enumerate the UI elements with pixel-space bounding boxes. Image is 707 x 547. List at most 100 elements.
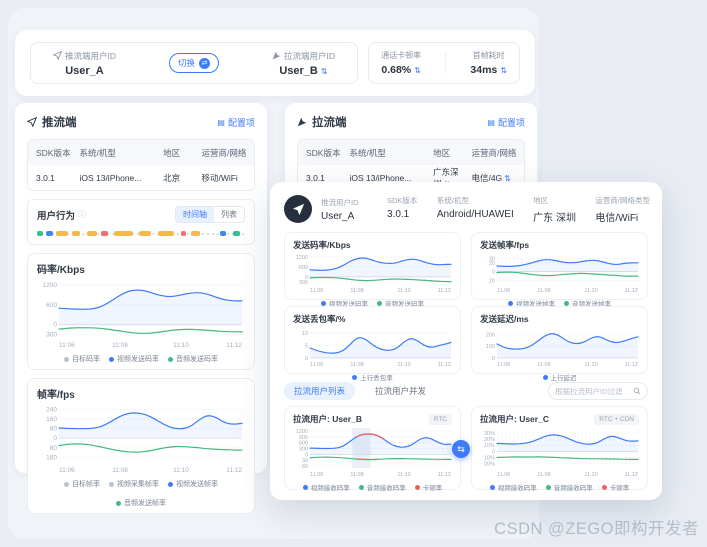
behavior-segment[interactable] xyxy=(72,231,80,236)
behavior-segment[interactable] xyxy=(157,231,175,236)
trend-icon[interactable]: ⇅ xyxy=(414,66,421,75)
push-user-id: User_A xyxy=(65,64,104,77)
send-framerate-card: 发送帧率/fps 30 20 0 20 11:06 11:08 11:10 11:12 视频发… xyxy=(471,232,648,308)
svg-text:11:06: 11:06 xyxy=(59,342,75,348)
legend-item[interactable]: 上行丢包率 xyxy=(352,372,393,382)
legend-item[interactable]: 上行延迟 xyxy=(542,372,577,382)
svg-text:11:10: 11:10 xyxy=(173,342,189,348)
svg-text:11:12: 11:12 xyxy=(226,467,242,473)
push-user-label: 推流端用户ID xyxy=(65,50,117,61)
svg-text:11:12: 11:12 xyxy=(625,288,638,293)
chart-title: 帧率/fps xyxy=(37,390,75,401)
legend-item[interactable]: 视频接收码率 xyxy=(302,482,350,492)
svg-text:11:06: 11:06 xyxy=(310,472,323,477)
behavior-timeline[interactable] xyxy=(37,231,245,236)
table-header: 地区 xyxy=(433,147,451,158)
svg-text:300: 300 xyxy=(46,332,57,339)
tab-pull-user-list[interactable]: 拉流用户列表 xyxy=(284,382,356,400)
behavior-segment[interactable] xyxy=(232,231,240,236)
switch-button[interactable]: 切换 ⇄ xyxy=(168,53,219,73)
table-header: 系统/机型 xyxy=(79,147,116,158)
svg-text:0: 0 xyxy=(305,275,308,281)
expand-button[interactable]: ⇆ xyxy=(452,440,470,458)
table-cell: iOS 13/iPhone... xyxy=(349,172,412,183)
legend-item[interactable]: 卡顿率 xyxy=(414,482,442,492)
stall-rate-stat: 通话卡顿率 0.68% ⇅ xyxy=(381,51,422,76)
svg-text:600: 600 xyxy=(299,265,308,271)
svg-text:0: 0 xyxy=(492,356,495,362)
user-behavior-card: 用户行为 ⓘ 时间轴 列表 xyxy=(27,199,255,245)
legend-item[interactable]: 音频发送帧率 xyxy=(564,298,611,308)
rtc-cdn-badge: RTC + CDN xyxy=(594,413,639,425)
pull-user-label: 拉流端用户ID xyxy=(283,50,335,61)
svg-text:11:08: 11:08 xyxy=(537,472,550,477)
svg-text:10: 10 xyxy=(302,331,308,337)
tab-list[interactable]: 列表 xyxy=(214,207,244,222)
table-header: 系统/机型 xyxy=(349,147,386,158)
pull-user-search xyxy=(548,382,648,400)
behavior-segment[interactable] xyxy=(113,231,133,236)
svg-text:300: 300 xyxy=(299,446,308,452)
push-config-link[interactable]: ▤ 配置项 xyxy=(217,117,255,128)
behavior-segment[interactable] xyxy=(55,231,69,236)
behavior-segment[interactable] xyxy=(86,231,98,236)
behavior-segment[interactable] xyxy=(180,231,186,236)
svg-text:160: 160 xyxy=(46,416,57,423)
svg-text:10%: 10% xyxy=(484,443,495,449)
behavior-segment[interactable] xyxy=(220,231,227,236)
behavior-segment[interactable] xyxy=(190,231,201,236)
behavior-segment[interactable] xyxy=(138,231,152,236)
legend-item[interactable]: 音频发送码率 xyxy=(168,354,218,364)
user-c-chart[interactable]: 30%20%10%010%20%11:06 11:08 11:10 11:12 xyxy=(480,425,641,478)
svg-text:11:06: 11:06 xyxy=(497,362,510,367)
behavior-segment[interactable] xyxy=(101,231,108,236)
svg-text:11:06: 11:06 xyxy=(59,467,75,473)
table-cell: iOS 13/iPhone... xyxy=(79,172,142,183)
legend-item[interactable]: 卡顿率 xyxy=(601,482,629,492)
table-cell: 3.0.1 xyxy=(36,172,55,183)
svg-text:0: 0 xyxy=(53,435,57,442)
legend-item[interactable]: 视频发送帧率 xyxy=(508,298,555,308)
meta-item: 运营商/网络类型 电信/WiFi xyxy=(595,195,650,224)
search-input[interactable] xyxy=(555,386,630,396)
legend-item[interactable]: 目标帧率 xyxy=(64,479,100,489)
chart-title: 拉流用户: User_B xyxy=(293,414,362,424)
legend-item[interactable]: 音频接收码率 xyxy=(545,482,593,492)
legend-item[interactable]: 视频接收码率 xyxy=(489,482,537,492)
send-loss-chart[interactable]: 10 5 011:06 11:08 11:10 11:12 xyxy=(293,325,454,368)
svg-text:80: 80 xyxy=(50,426,58,433)
legend-item[interactable]: 音频接收码率 xyxy=(358,482,406,492)
send-delay-chart[interactable]: 200 100 011:06 11:08 11:10 11:12 xyxy=(480,325,641,368)
chart-legend: 上行丢包率 xyxy=(293,372,452,382)
trend-icon[interactable]: ⇅ xyxy=(500,66,507,75)
compare-icon[interactable]: ⇅ xyxy=(504,173,511,183)
legend-item[interactable]: 视频发送帧率 xyxy=(168,479,218,489)
behavior-segment[interactable] xyxy=(37,231,44,236)
pull-config-link[interactable]: ▤ 配置项 xyxy=(487,117,525,128)
chart-title: 发送丢包率/% xyxy=(293,314,346,324)
svg-text:30%: 30% xyxy=(484,431,495,437)
tab-timeline[interactable]: 时间轴 xyxy=(176,207,214,222)
behavior-segment[interactable] xyxy=(46,231,53,236)
legend-item[interactable]: 音频发送帧率 xyxy=(116,498,166,508)
push-user-block: 推流端用户ID User_A xyxy=(53,50,116,77)
legend-item[interactable]: 音频发送码率 xyxy=(377,298,424,308)
compare-icon[interactable]: ⇅ xyxy=(320,66,328,76)
legend-item[interactable]: 目标码率 xyxy=(64,354,100,364)
meta-item: 系统/机型 Android/HUAWEI xyxy=(436,195,514,220)
legend-item[interactable]: 视频发送码率 xyxy=(109,354,159,364)
meta-item: 地区 广东 深圳 xyxy=(533,195,576,224)
info-icon[interactable]: ⓘ xyxy=(78,210,87,219)
tab-pull-user-concurrency[interactable]: 拉流用户并发 xyxy=(375,386,427,396)
chart-legend: 目标码率 视频发送码率 音频发送码率 xyxy=(37,354,245,364)
legend-item[interactable]: 视频采集帧率 xyxy=(109,479,159,489)
legend-item[interactable]: 视频发送码率 xyxy=(321,298,368,308)
svg-text:900: 900 xyxy=(299,435,308,441)
search-icon[interactable] xyxy=(633,382,641,400)
svg-text:11:10: 11:10 xyxy=(397,472,410,477)
